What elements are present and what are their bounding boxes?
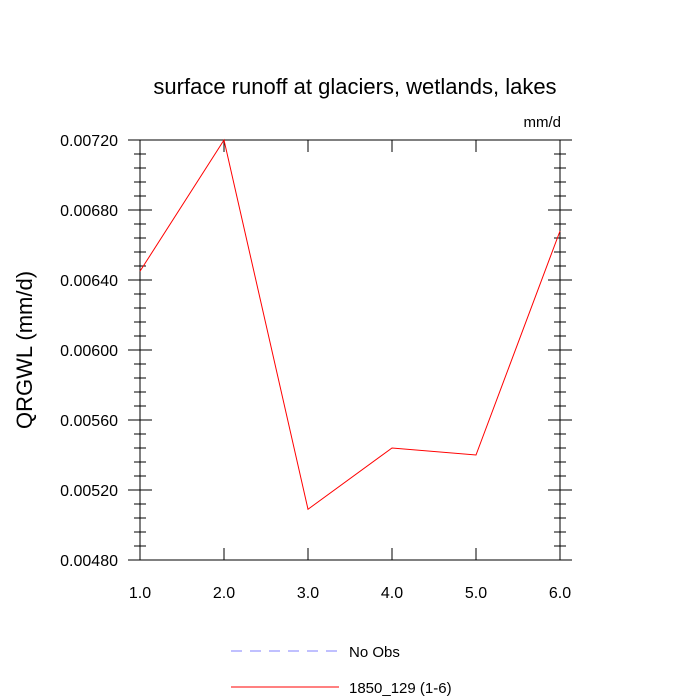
y-tick-labels: 0.00480 0.00520 0.00560 0.00600 0.00640 0.006… <box>60 133 118 570</box>
series-line <box>139 138 561 511</box>
series-lines <box>139 138 561 511</box>
y-tick-label: 0.00640 <box>60 273 118 290</box>
legend-label: 1850_129 (1-6) <box>349 680 452 697</box>
y-tick-label: 0.00680 <box>60 203 118 220</box>
y-tick-label: 0.00720 <box>60 133 118 150</box>
chart-title: surface runoff at glaciers, wetlands, la… <box>153 74 556 99</box>
units-label: mm/d <box>524 114 562 131</box>
y-tick-label: 0.00520 <box>60 483 118 500</box>
legend: No Obs 1850_129 (1-6) <box>231 644 452 697</box>
tick-marks <box>128 139 572 561</box>
x-tick-label: 5.0 <box>465 585 487 602</box>
x-tick-labels: 1.0 2.0 3.0 4.0 5.0 6.0 <box>129 585 571 602</box>
y-axis-label: QRGWL (mm/d) <box>12 271 37 429</box>
y-tick-label: 0.00560 <box>60 413 118 430</box>
y-tick-label: 0.00600 <box>60 343 118 360</box>
plot-frame <box>139 139 561 561</box>
x-tick-label: 4.0 <box>381 585 403 602</box>
legend-label: No Obs <box>349 644 400 661</box>
x-tick-label: 6.0 <box>549 585 571 602</box>
x-tick-label: 3.0 <box>297 585 319 602</box>
x-tick-label: 2.0 <box>213 585 235 602</box>
y-tick-label: 0.00480 <box>60 553 118 570</box>
x-tick-label: 1.0 <box>129 585 151 602</box>
